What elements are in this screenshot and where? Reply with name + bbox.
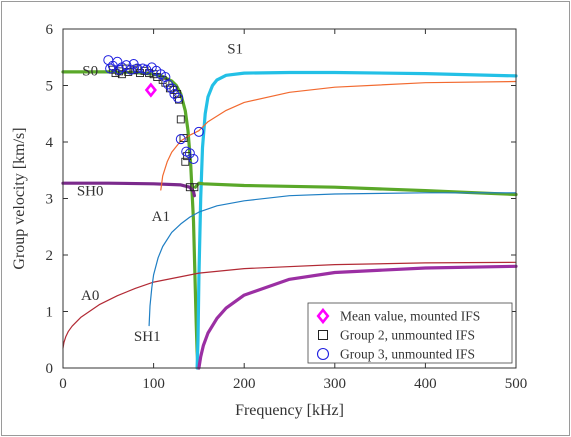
curve-s0 (61, 70, 200, 370)
x-tick-label: 400 (414, 376, 437, 392)
curve-label-a0: A0 (81, 288, 99, 304)
mean-diamond-marker (144, 82, 157, 98)
curve-s1 (195, 70, 518, 370)
curve-label-sh0: SH0 (77, 184, 104, 200)
curve-sh1 (197, 264, 518, 370)
curve-a0 (62, 261, 517, 349)
group2-square-marker (190, 183, 199, 192)
group2-square-marker (183, 152, 192, 161)
group3-circle-marker (141, 64, 152, 75)
group3-circle-marker (175, 134, 186, 145)
curve-labels: S0 S1 SH0 A1 A0 SH1 (77, 41, 243, 345)
legend-entry-label: Group 3, unmounted IFS (340, 347, 475, 362)
group3-circle-marker (184, 148, 195, 159)
axis-ticks: 0 100 200 300 400 500 0 1 2 3 4 5 6 (46, 22, 528, 392)
group3-circle-marker (125, 64, 136, 75)
x-tick-label: 500 (505, 376, 528, 392)
curve-label-s1: S1 (227, 41, 243, 57)
group2-square-marker (179, 134, 188, 142)
y-tick-label: 4 (46, 135, 54, 151)
group3-circle-marker (166, 83, 177, 94)
legend-diamond-icon (316, 307, 330, 325)
group3-circle-marker (188, 153, 199, 164)
x-axis-label: Frequency [kHz] (235, 402, 344, 419)
group3-circle-marker (173, 92, 184, 103)
x-tick-label: 0 (59, 376, 67, 392)
legend-entry-label: Group 2, unmounted IFS (340, 328, 475, 343)
y-tick-label: 6 (46, 22, 54, 38)
y-tick-label: 0 (46, 361, 54, 377)
curve-label-a1: A1 (152, 209, 170, 225)
measurement-markers (103, 55, 204, 192)
x-tick-label: 200 (233, 376, 256, 392)
group2-square-marker (124, 67, 133, 76)
curve-a1 (160, 80, 517, 191)
group2-square-marker (176, 115, 185, 124)
legend-square-icon (318, 330, 328, 340)
group2-square-marker (161, 78, 170, 87)
legend-circle-icon (316, 347, 330, 361)
curve-label-sh1: SH1 (134, 329, 161, 345)
group2-square-marker (181, 157, 190, 166)
curve-sh0 (61, 181, 196, 198)
y-axis-label: Group velocity [km/s] (11, 127, 28, 269)
x-tick-label: 300 (324, 376, 347, 392)
y-tick-label: 5 (46, 79, 54, 95)
group3-circle-marker (114, 64, 125, 75)
legend: Mean value, mounted IFS Group 2, unmounte… (307, 302, 513, 364)
curve-label-s0: S0 (82, 63, 98, 79)
legend-box (307, 302, 513, 364)
x-tick-label: 100 (142, 376, 165, 392)
group3-circle-marker (193, 126, 204, 137)
group2-square-marker (185, 183, 194, 192)
curve-sh1-thin (148, 192, 517, 327)
group3-circle-marker (116, 62, 127, 73)
dispersion-curves (61, 70, 518, 370)
y-tick-label: 3 (46, 192, 54, 208)
curve-sh0-branch (193, 181, 518, 197)
legend-entry-label: Mean value, mounted IFS (340, 309, 480, 324)
y-tick-label: 1 (46, 305, 54, 321)
group3-circle-marker (160, 72, 171, 83)
y-tick-label: 2 (46, 248, 54, 264)
